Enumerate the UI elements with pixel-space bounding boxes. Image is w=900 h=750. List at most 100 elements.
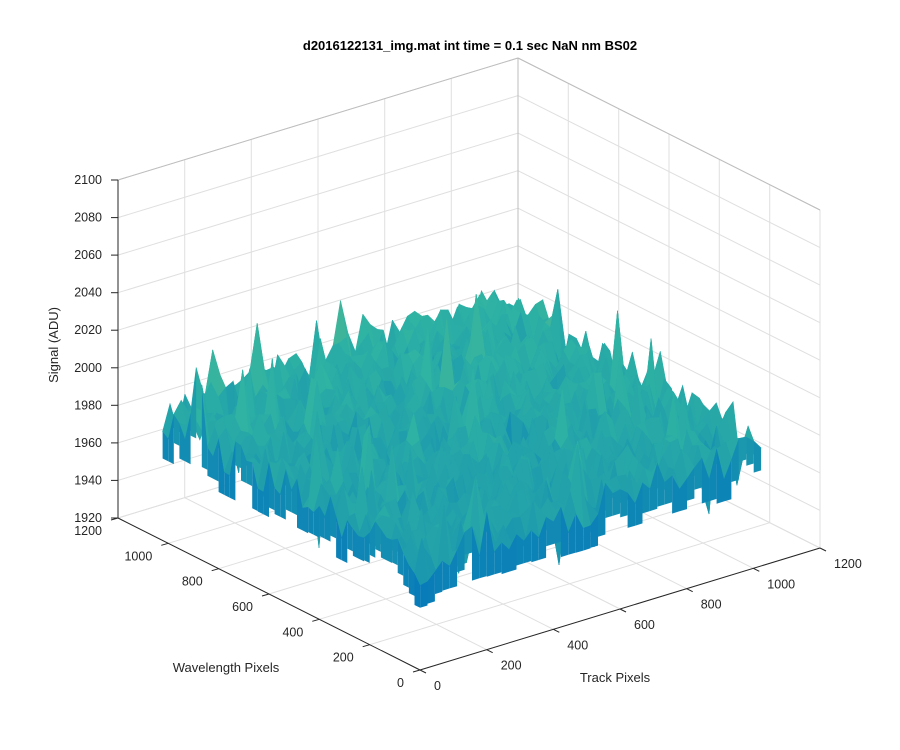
surface-skirt xyxy=(449,549,458,589)
surface-skirt xyxy=(246,460,253,487)
surface-skirt xyxy=(386,537,393,563)
surface-skirt xyxy=(185,413,191,465)
z-tick-label: 2020 xyxy=(74,323,102,337)
surface-skirt xyxy=(324,496,331,542)
surface-skirt xyxy=(457,532,465,573)
surface-skirt xyxy=(694,457,702,490)
surface-skirt xyxy=(196,367,202,411)
y-tick xyxy=(211,568,219,572)
surface-facet xyxy=(332,300,347,346)
surface-skirt xyxy=(501,542,509,575)
x-tick-label: 200 xyxy=(501,659,522,673)
surface-skirt xyxy=(213,438,219,482)
surface-skirt xyxy=(494,542,502,575)
surface-skirt xyxy=(434,560,443,595)
surface-skirt xyxy=(408,565,415,596)
surface-skirt xyxy=(753,441,762,473)
surface-skirt xyxy=(224,472,230,498)
surface-skirt xyxy=(546,517,554,547)
surface-skirt xyxy=(369,521,376,558)
surface-skirt xyxy=(375,521,381,552)
z-tick-label: 1920 xyxy=(74,511,102,525)
surface-skirt xyxy=(486,511,495,577)
x-tick-label: 800 xyxy=(701,598,722,612)
surface-skirt xyxy=(531,530,539,563)
z-tick-label: 1980 xyxy=(74,398,102,412)
surface-skirt xyxy=(190,367,197,439)
surface-skirt xyxy=(319,505,325,539)
surface-skirt xyxy=(352,528,359,559)
box-edge xyxy=(517,57,821,211)
x-tick xyxy=(553,628,560,633)
surface-skirt xyxy=(308,507,314,535)
surface-skirt xyxy=(168,414,174,465)
surface-skirt xyxy=(642,482,650,514)
x-tick-label: 1000 xyxy=(767,577,795,591)
x-tick-label: 600 xyxy=(634,618,655,632)
surface-skirt xyxy=(341,520,348,563)
surface-skirt xyxy=(241,445,247,484)
z-tick-label: 1940 xyxy=(74,473,102,487)
y-tick xyxy=(312,618,320,622)
surface-skirt xyxy=(397,538,404,576)
surface-skirt xyxy=(679,478,687,512)
surface-skirt xyxy=(263,461,269,518)
surface-skirt xyxy=(590,514,598,548)
surface-skirt xyxy=(620,489,628,518)
surface-skirt xyxy=(738,436,747,462)
surface-skirt xyxy=(538,517,547,560)
surface-skirt xyxy=(701,457,710,504)
z-tick-label: 2040 xyxy=(74,286,102,300)
surface-skirt xyxy=(516,534,524,566)
signal-surface xyxy=(162,289,762,608)
surface-skirt xyxy=(553,506,561,544)
y-tick-label: 0 xyxy=(397,676,404,690)
surface-skirt xyxy=(464,526,472,555)
surface-skirt xyxy=(173,414,180,446)
surface-skirt xyxy=(218,438,225,495)
surface-skirt xyxy=(724,459,732,502)
surface-skirt xyxy=(672,475,680,514)
x-axis-label: Track Pixels xyxy=(580,670,651,685)
surface-skirt xyxy=(479,511,487,579)
surface-skirt xyxy=(336,515,342,561)
surface-skirt xyxy=(302,507,309,534)
surface-skirt xyxy=(392,538,398,566)
surface-skirt xyxy=(716,448,724,504)
x-tick-label: 0 xyxy=(434,679,441,693)
surface-skirt xyxy=(472,526,480,581)
surface-skirt xyxy=(380,529,387,561)
surface-skirt xyxy=(605,483,613,518)
surface-skirt xyxy=(598,483,606,537)
chart-title: d2016122131_img.mat int time = 0.1 sec N… xyxy=(303,38,637,53)
surface-skirt xyxy=(229,441,236,501)
surface-skirt xyxy=(347,520,353,552)
y-tick-label: 400 xyxy=(282,625,303,639)
surface-skirt xyxy=(297,478,303,531)
y-tick xyxy=(412,669,421,673)
surface-skirt xyxy=(612,489,621,516)
surface-skirt xyxy=(627,492,636,528)
x-tick xyxy=(686,588,693,593)
surface-skirt xyxy=(291,478,297,516)
surface-skirt xyxy=(560,506,569,558)
surface-skirt xyxy=(442,560,450,591)
surface-skirt xyxy=(709,448,717,502)
y-tick-label: 600 xyxy=(232,600,253,614)
surface-skirt xyxy=(509,534,517,572)
x-tick-label: 1200 xyxy=(834,557,862,571)
tick-labels: 0 200 400 600 800 1000 1200 0 200 400 600 800 1000 12… xyxy=(74,173,862,693)
surface-skirt xyxy=(207,447,213,479)
y-axis-label: Wavelength Pixels xyxy=(173,660,280,675)
surface-skirt xyxy=(330,496,337,539)
surface-skirt xyxy=(235,441,241,469)
y-tick xyxy=(261,593,270,597)
surface-skirt xyxy=(523,530,532,564)
x-tick xyxy=(753,567,760,572)
surface-skirt xyxy=(649,462,658,512)
surface-skirt xyxy=(201,387,208,470)
surface-skirt xyxy=(274,487,281,517)
surface-skirt xyxy=(746,436,754,466)
surface-skirt xyxy=(420,581,428,608)
